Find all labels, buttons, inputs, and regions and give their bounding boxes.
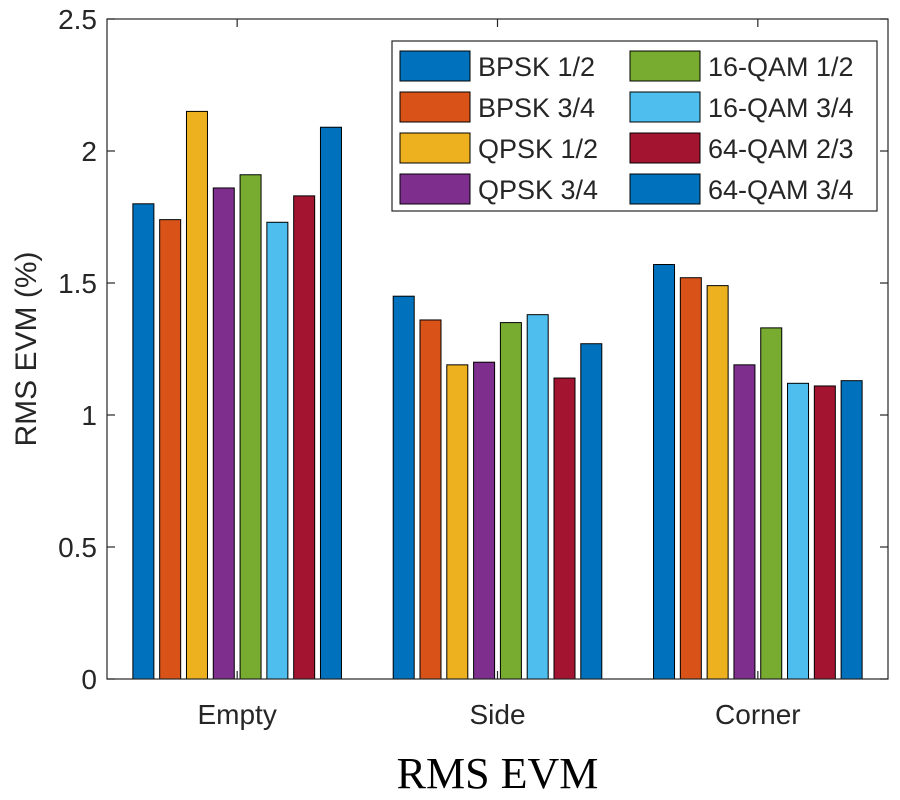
y-tick-label: 0 <box>81 664 97 695</box>
bar-64-qam-2-3-side <box>553 377 576 680</box>
bar-qpsk-3-4-empty <box>212 187 235 680</box>
bar-bpsk-1-2-corner <box>653 264 676 680</box>
bar-16-qam-1-2-corner <box>760 327 783 680</box>
legend-label: QPSK 1/2 <box>478 134 598 164</box>
legend-swatch <box>399 173 471 205</box>
y-tick-label: 2 <box>81 136 97 167</box>
bars-layer <box>132 110 863 680</box>
y-tick-label: 0.5 <box>58 532 97 563</box>
legend: BPSK 1/2 BPSK 3/4 QPSK 1/2 QPSK 3/4 16-QAM 1… <box>391 40 878 212</box>
legend-swatch <box>399 132 471 164</box>
bar-qpsk-1-2-empty <box>185 110 208 680</box>
legend-label: 16-QAM 3/4 <box>708 93 854 123</box>
bar-64-qam-2-3-corner <box>813 385 836 680</box>
bar-64-qam-3-4-corner <box>840 380 863 680</box>
x-tick-label-empty: Empty <box>197 699 276 730</box>
bar-bpsk-1-2-side <box>392 295 415 680</box>
bar-qpsk-1-2-corner <box>706 285 729 680</box>
bar-bpsk-3-4-corner <box>679 277 702 680</box>
y-tick-label: 2.5 <box>58 4 97 35</box>
legend-swatch <box>629 91 701 123</box>
y-axis-label: RMS EVM (%) <box>10 252 43 447</box>
bar-bpsk-3-4-side <box>419 319 442 680</box>
bar-16-qam-3-4-corner <box>787 382 810 680</box>
bar-64-qam-3-4-side <box>580 343 603 680</box>
y-tick-label: 1 <box>81 400 97 431</box>
legend-label: 64-QAM 2/3 <box>708 134 854 164</box>
legend-swatch <box>399 50 471 82</box>
legend-label: 64-QAM 3/4 <box>708 175 854 205</box>
legend-label: 16-QAM 1/2 <box>708 52 854 82</box>
legend-label: BPSK 3/4 <box>478 93 595 123</box>
bar-bpsk-1-2-empty <box>132 203 155 680</box>
x-tick-label-side: Side <box>469 699 525 730</box>
x-tick-label-corner: Corner <box>715 699 801 730</box>
legend-swatch <box>629 132 701 164</box>
bar-16-qam-1-2-side <box>499 322 522 680</box>
bar-bpsk-3-4-empty <box>159 219 182 680</box>
legend-swatch <box>399 91 471 123</box>
bar-16-qam-3-4-side <box>526 314 549 680</box>
y-tick-label: 1.5 <box>58 268 97 299</box>
bar-qpsk-1-2-side <box>446 364 469 680</box>
legend-swatch <box>629 50 701 82</box>
bar-16-qam-3-4-empty <box>266 221 289 680</box>
axes-layer: 0 0.5 1 1.5 2 2.5 Empty Side Corner RMS EVM (%) RM… <box>10 4 889 798</box>
bar-qpsk-3-4-corner <box>733 364 756 680</box>
legend-label: QPSK 3/4 <box>478 175 598 205</box>
bar-64-qam-3-4-empty <box>319 126 342 680</box>
bar-qpsk-3-4-side <box>473 361 496 680</box>
legend-label: BPSK 1/2 <box>478 52 595 82</box>
legend-swatch <box>629 173 701 205</box>
bar-64-qam-2-3-empty <box>293 195 316 680</box>
bar-16-qam-1-2-empty <box>239 174 262 680</box>
x-axis-label: RMS EVM <box>397 749 599 798</box>
